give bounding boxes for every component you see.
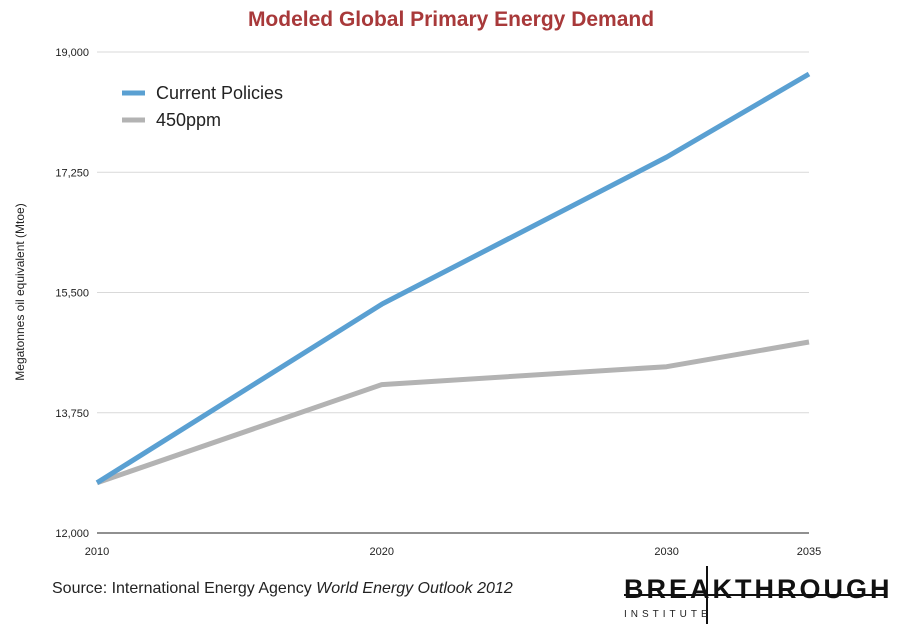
logo-horizontal-bar <box>624 594 886 596</box>
y-tick-label: 17,250 <box>55 167 89 179</box>
legend: Current Policies 450ppm <box>122 83 283 130</box>
grid <box>97 51 809 414</box>
x-tick-label: 2020 <box>370 546 394 558</box>
x-tick-label: 2035 <box>797 546 821 558</box>
y-tick-label: 15,500 <box>55 288 89 300</box>
logo-vertical-bar <box>706 566 708 624</box>
breakthrough-logo: BREAKTHROUGH INSTITUTE <box>624 566 894 628</box>
chart-title: Modeled Global Primary Energy Demand <box>248 8 654 31</box>
logo-wordmark: BREAKTHROUGH <box>624 574 893 604</box>
source-prefix: Source: International Energy Agency <box>52 580 317 597</box>
legend-label: 450ppm <box>156 110 221 130</box>
y-tick-label: 19,000 <box>55 47 89 59</box>
x-tick-label: 2030 <box>654 546 678 558</box>
x-tick-label: 2010 <box>85 546 109 558</box>
y-axis-title: Megatonnes oil equivalent (Mtoe) <box>13 203 27 380</box>
source-note: Source: International Energy Agency Worl… <box>52 580 513 598</box>
legend-label: Current Policies <box>156 83 283 103</box>
y-tick-label: 12,000 <box>55 528 89 540</box>
y-tick-label: 13,750 <box>55 408 89 420</box>
series-line-current-policies <box>95 71 811 485</box>
logo-subtitle: INSTITUTE <box>624 609 712 620</box>
source-title: World Energy Outlook 2012 <box>316 580 513 597</box>
axes: 12,000 13,750 15,500 17,250 19,000 2010 2020 20… <box>55 47 821 558</box>
series-lines <box>95 71 811 486</box>
series-line-450ppm <box>96 339 810 486</box>
